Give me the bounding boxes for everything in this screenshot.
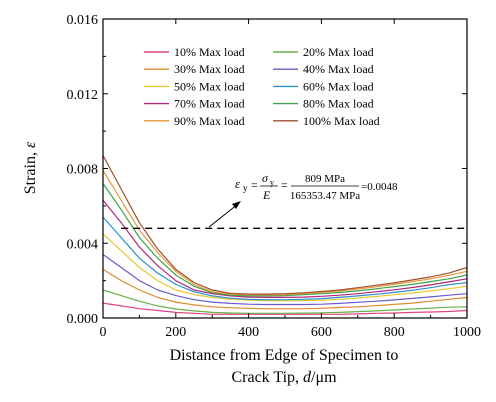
series-line-3 bbox=[102, 268, 468, 310]
x-axis-label-var: d bbox=[303, 369, 312, 386]
x-axis-label-line1: Distance from Edge of Specimen to bbox=[170, 347, 399, 364]
legend-label: 40% Max load bbox=[303, 62, 374, 76]
x-tick-label: 200 bbox=[165, 325, 186, 340]
legend-label: 20% Max load bbox=[303, 45, 374, 59]
annotation-frac2-den: 165353.47 MPa bbox=[290, 190, 360, 202]
legend-label: 100% Max load bbox=[303, 114, 380, 128]
y-tick-label: 0.016 bbox=[67, 13, 99, 28]
y-tick-label: 0.012 bbox=[67, 88, 99, 103]
annotation-lhs-sub: y bbox=[243, 183, 248, 193]
x-axis-label-line2: Crack Tip, d/μm bbox=[231, 369, 337, 386]
annotation-lhs-var: ε bbox=[235, 176, 241, 191]
legend-label: 30% Max load bbox=[174, 62, 245, 76]
legend-label: 70% Max load bbox=[174, 97, 245, 111]
legend: 10% Max load 20% Max load 30% Max load 40% … bbox=[144, 45, 380, 128]
yield-strain-annotation: ε y = σ y E = 809 MPa 165353.47 MPa =0.0… bbox=[235, 171, 398, 202]
annotation-frac1-num: σ bbox=[262, 171, 269, 185]
y-axis-label: Strain, ε bbox=[22, 141, 39, 194]
legend-label: 80% Max load bbox=[303, 97, 374, 111]
annotation-frac1-den: E bbox=[262, 188, 271, 202]
x-tick-label: 1000 bbox=[453, 325, 481, 340]
reference-line-layer bbox=[121, 201, 467, 229]
axes-layer: 0 200 400 600 800 1000 0.000 0.004 0.008 0.012 0.0… bbox=[67, 13, 482, 340]
legend-label: 10% Max load bbox=[174, 45, 245, 59]
y-tick-label: 0.008 bbox=[67, 163, 99, 178]
series-line-8 bbox=[102, 183, 468, 297]
x-tick-label: 400 bbox=[238, 325, 259, 340]
series-line-5 bbox=[102, 233, 468, 302]
x-axis-label-prefix: Crack Tip, bbox=[231, 369, 303, 386]
series-layer bbox=[102, 155, 468, 315]
y-axis-label-text: Strain, bbox=[22, 148, 39, 194]
legend-label: 60% Max load bbox=[303, 79, 374, 93]
annotation-frac1-num-sub: y bbox=[270, 178, 274, 187]
series-line-6 bbox=[102, 216, 468, 301]
annotation-eq1: = bbox=[251, 178, 258, 192]
annotation-result: =0.0048 bbox=[361, 181, 398, 193]
series-line-9 bbox=[102, 170, 468, 296]
series-line-7 bbox=[102, 199, 468, 298]
y-tick-label: 0.000 bbox=[67, 312, 99, 327]
x-tick-label: 0 bbox=[100, 325, 107, 340]
x-axis-label-unit: /μm bbox=[311, 369, 337, 386]
annotation-eq2: = bbox=[281, 178, 288, 192]
y-tick-label: 0.004 bbox=[67, 237, 99, 252]
series-line-2 bbox=[102, 289, 468, 314]
annotation-arrow-shaft bbox=[208, 203, 239, 228]
series-line-1 bbox=[102, 302, 468, 315]
y-axis-label-var: ε bbox=[22, 141, 39, 148]
series-line-4 bbox=[102, 254, 468, 306]
annotation-arrow-head bbox=[232, 201, 241, 209]
x-tick-label: 800 bbox=[384, 325, 405, 340]
annotation-frac2-num: 809 MPa bbox=[305, 173, 345, 185]
legend-label: 90% Max load bbox=[174, 114, 245, 128]
x-tick-label: 600 bbox=[311, 325, 332, 340]
legend-label: 50% Max load bbox=[174, 79, 245, 93]
series-line-10 bbox=[102, 155, 468, 295]
